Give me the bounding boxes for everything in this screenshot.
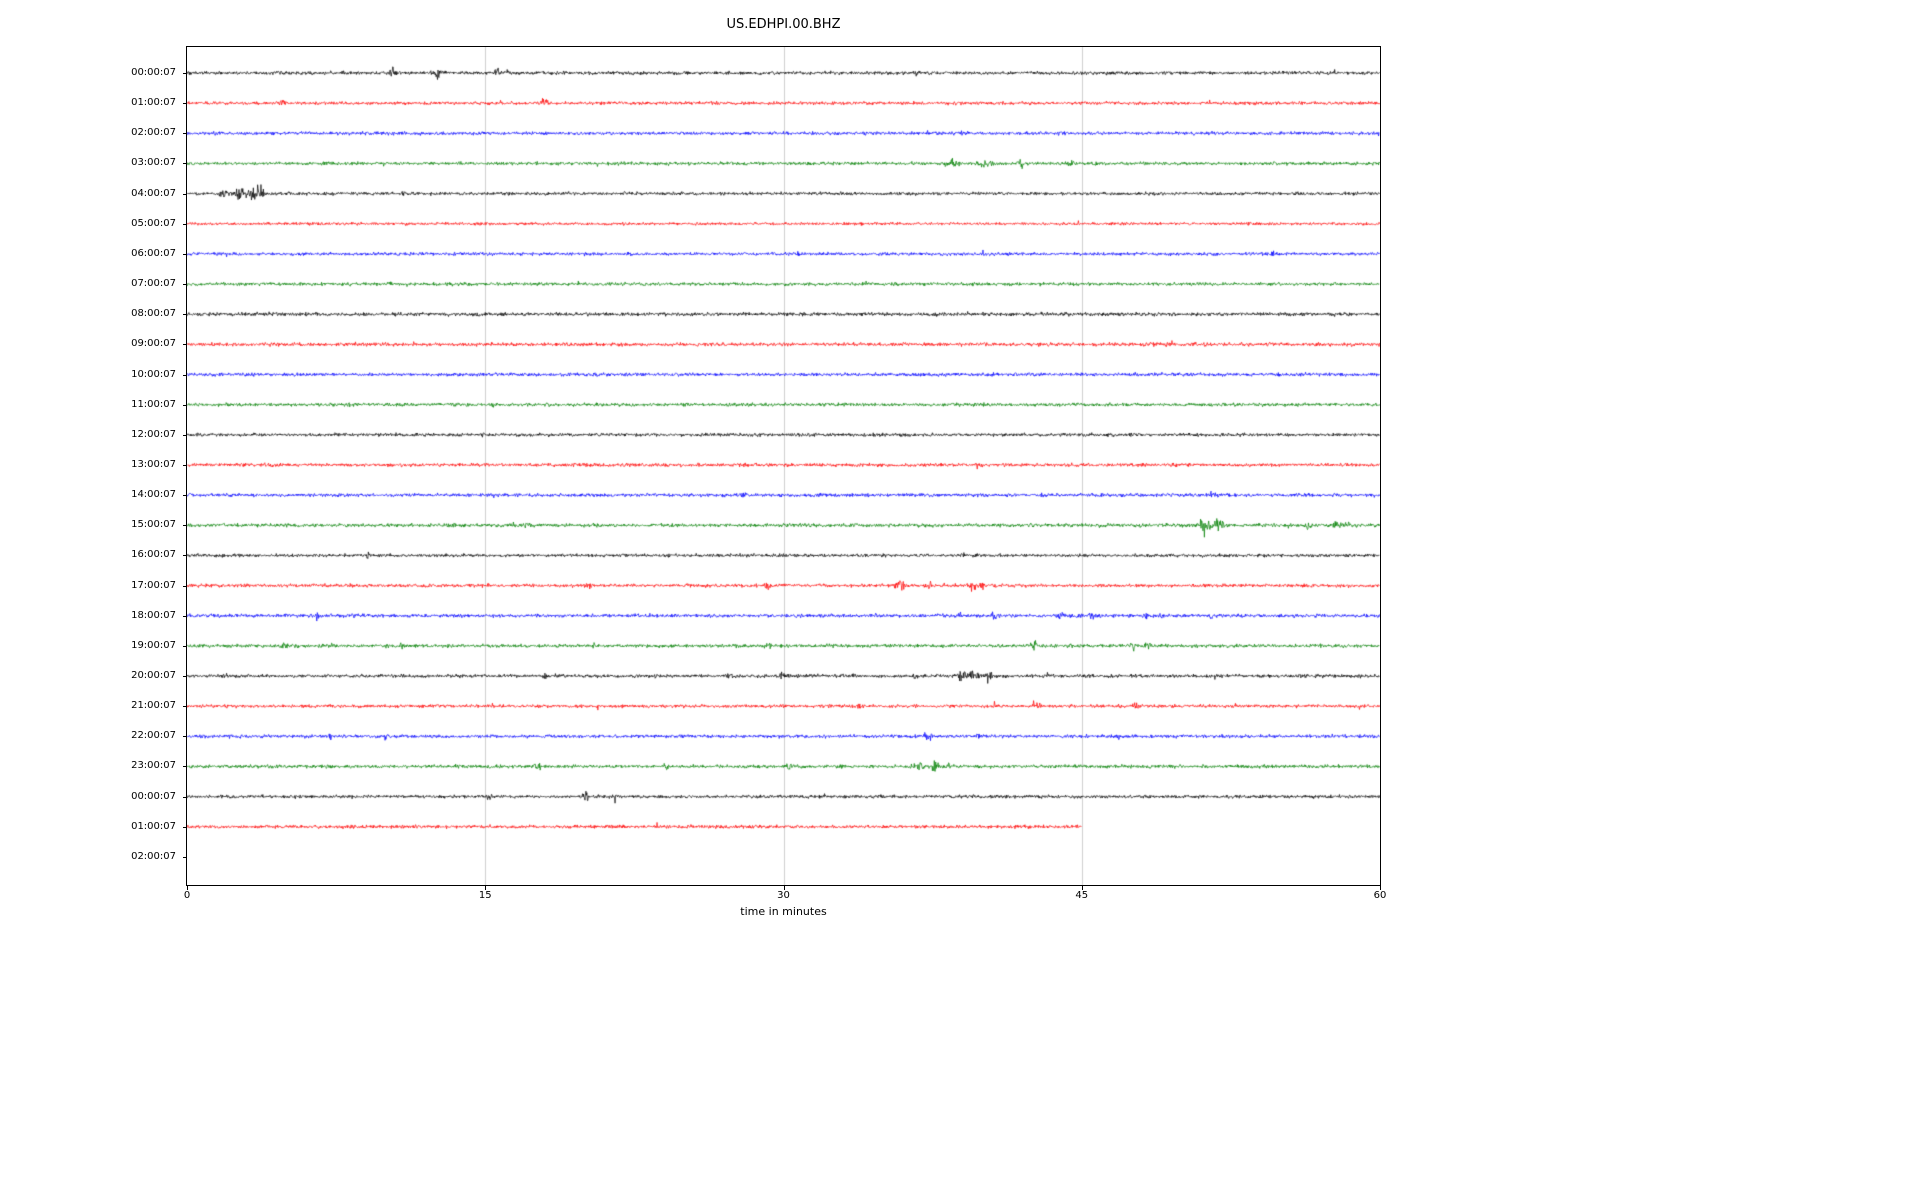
- y-tick-label: 23:00:07: [131, 760, 176, 772]
- x-tick-label: 0: [183, 890, 191, 901]
- x-tick: [1082, 886, 1083, 890]
- chart-title: US.EDHPI.00.BHZ: [726, 17, 841, 32]
- y-tick: [183, 284, 187, 285]
- y-tick-label: 12:00:07: [131, 428, 176, 440]
- y-tick-label: 01:00:07: [131, 820, 176, 832]
- y-tick: [183, 73, 187, 74]
- y-tick-label: 20:00:07: [131, 670, 176, 681]
- y-tick: [183, 616, 187, 617]
- y-tick: [183, 375, 187, 376]
- y-tick-label: 15:00:07: [131, 519, 176, 531]
- y-tick-label: 00:00:07: [131, 790, 176, 802]
- y-tick-label: 00:00:07: [131, 67, 176, 78]
- y-tick-label: 07:00:07: [131, 278, 176, 290]
- y-tick: [183, 405, 187, 406]
- y-tick-label: 16:00:07: [131, 549, 176, 561]
- y-tick: [183, 344, 187, 345]
- y-tick: [183, 133, 187, 134]
- y-tick-label: 02:00:07: [131, 127, 176, 139]
- y-tick: [183, 646, 187, 647]
- y-tick: [183, 766, 187, 767]
- y-tick-label: 22:00:07: [131, 730, 176, 742]
- x-tick: [784, 886, 785, 890]
- y-tick-label: 11:00:07: [131, 398, 176, 410]
- y-tick-label: 03:00:07: [131, 157, 176, 169]
- y-tick-label: 18:00:07: [131, 609, 176, 621]
- plot-area: [186, 46, 1381, 886]
- x-tick-label: 60: [1373, 890, 1387, 901]
- y-tick-label: 01:00:07: [131, 97, 176, 109]
- y-tick: [183, 435, 187, 436]
- y-tick: [183, 525, 187, 526]
- y-tick: [183, 254, 187, 255]
- y-tick-label: 06:00:07: [131, 247, 176, 259]
- y-tick: [183, 827, 187, 828]
- y-tick: [183, 224, 187, 225]
- y-tick-label: 10:00:07: [131, 368, 176, 380]
- y-tick-label: 09:00:07: [131, 338, 176, 350]
- x-axis-title: time in minutes: [740, 905, 827, 918]
- y-tick: [183, 857, 187, 858]
- x-tick: [1380, 886, 1381, 890]
- y-tick: [183, 797, 187, 798]
- y-tick-label: 05:00:07: [131, 217, 176, 229]
- y-tick: [183, 586, 187, 587]
- y-tick: [183, 706, 187, 707]
- y-tick-label: 17:00:07: [131, 579, 176, 591]
- y-tick: [183, 194, 187, 195]
- y-tick: [183, 465, 187, 466]
- x-tick: [485, 886, 486, 890]
- y-tick-label: 19:00:07: [131, 639, 176, 651]
- y-tick: [183, 736, 187, 737]
- y-tick-label: 08:00:07: [131, 308, 176, 320]
- y-tick-label: 04:00:07: [131, 187, 176, 199]
- y-tick-label: 13:00:07: [131, 458, 176, 470]
- x-tick: [187, 886, 188, 890]
- x-axis-labels: 0 15 30 45 60: [0, 890, 1920, 904]
- y-tick: [183, 676, 187, 677]
- x-tick-label: 15: [478, 890, 492, 901]
- y-tick: [183, 495, 187, 496]
- y-tick: [183, 314, 187, 315]
- y-tick-label: 14:00:07: [131, 489, 176, 501]
- x-tick-label: 45: [1075, 890, 1089, 901]
- y-tick-label: 02:00:07: [131, 850, 176, 862]
- y-tick: [183, 163, 187, 164]
- y-tick: [183, 103, 187, 104]
- x-tick-label: 30: [777, 890, 790, 901]
- y-tick: [183, 555, 187, 556]
- y-tick-label: 21:00:07: [131, 700, 176, 712]
- trace-canvas: [187, 47, 1380, 885]
